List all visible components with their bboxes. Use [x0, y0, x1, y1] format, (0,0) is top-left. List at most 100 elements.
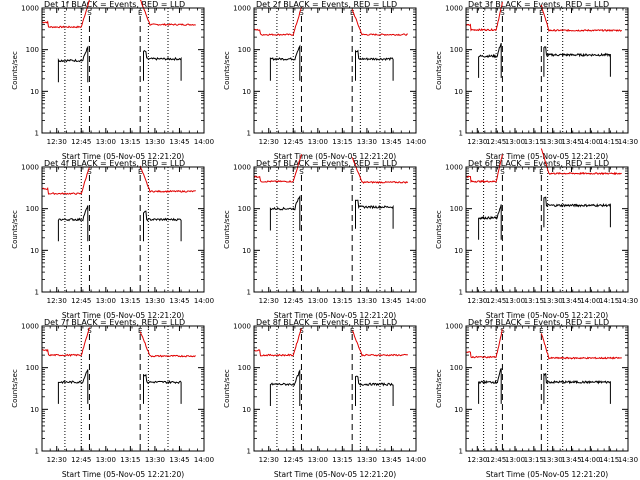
x-tick-label-13:30: 13:30: [145, 297, 165, 305]
chart-panel-1: Det 1f BLACK = Events, RED = LLD Start Ti…: [11, 0, 214, 161]
x-tick-label-12:30: 12:30: [467, 297, 487, 305]
chart-panel-7: Det 7f BLACK = Events, RED = LLD Start Ti…: [11, 318, 214, 479]
x-tick-label-13:00: 13:00: [308, 138, 328, 146]
series-segment-1: [57, 369, 89, 404]
plot-frame-7: [41, 325, 205, 452]
x-tick-label-14:30: 14:30: [618, 297, 638, 305]
y-tick-label-100: 100: [238, 364, 251, 372]
x-tick-label-13:15: 13:15: [524, 456, 544, 464]
x-tick-label-13:15: 13:15: [332, 138, 352, 146]
y-axis-label-2: Counts/sec: [223, 51, 231, 90]
red-lld-series-8: [253, 328, 409, 357]
y-tick-label-1: 1: [247, 289, 251, 297]
x-tick-label-12:30: 12:30: [259, 297, 279, 305]
x-tick-label-13:00: 13:00: [308, 297, 328, 305]
x-tick-label-13:15: 13:15: [524, 297, 544, 305]
x-tick-label-13:45: 13:45: [381, 297, 401, 305]
series-segment-1: [465, 2, 503, 32]
y-tick-label-1: 1: [35, 448, 39, 456]
chart-title-9: Det 9f BLACK = Events, RED = LLD: [468, 318, 609, 327]
black-events-series-2: [269, 44, 394, 81]
x-tick-label-13:15: 13:15: [120, 456, 140, 464]
x-tick-label-13:30: 13:30: [357, 456, 377, 464]
y-axis-label-5: Counts/sec: [223, 210, 231, 249]
series-segment-2: [540, 4, 623, 33]
y-tick-label-100: 100: [450, 205, 463, 213]
chart-title-4: Det 4f BLACK = Events, RED = LLD: [44, 159, 185, 168]
x-tick-label-12:45: 12:45: [486, 297, 506, 305]
plot-frame-1: [41, 7, 205, 134]
marker-label-S: S: [299, 9, 304, 17]
marker-label-E: E: [350, 168, 354, 176]
x-tick-label-12:45: 12:45: [486, 138, 506, 146]
x-tick-label-14:15: 14:15: [599, 297, 619, 305]
y-tick-label-10: 10: [242, 406, 251, 414]
series-segment-1: [269, 44, 301, 81]
x-tick-label-13:00: 13:00: [96, 456, 116, 464]
x-tick-label-13:30: 13:30: [543, 138, 563, 146]
marker-label-E: E: [539, 9, 543, 17]
x-tick-label-13:00: 13:00: [505, 456, 525, 464]
y-tick-label-1000: 1000: [445, 164, 463, 172]
y-tick-label-1: 1: [247, 448, 251, 456]
marker-label-S: S: [299, 168, 304, 176]
marker-label-S: S: [87, 327, 92, 335]
x-tick-label-13:30: 13:30: [357, 138, 377, 146]
chart-title-5: Det 5f BLACK = Events, RED = LLD: [256, 159, 397, 168]
y-tick-label-10: 10: [30, 406, 39, 414]
x-tick-label-12:45: 12:45: [71, 297, 91, 305]
y-tick-label-10: 10: [454, 88, 463, 96]
series-segment-1: [41, 0, 90, 29]
series-segment-1: [269, 368, 301, 406]
y-axis-label-8: Counts/sec: [223, 369, 231, 408]
red-lld-series-7: [42, 327, 196, 358]
plot-frame-4: [41, 166, 205, 293]
red-lld-series-1: [41, 0, 196, 29]
marker-label-E: E: [138, 168, 142, 176]
x-axis-label-3: Start Time (05-Nov-05 12:21:20): [486, 152, 608, 161]
y-axis-label-1: Counts/sec: [11, 51, 19, 90]
plot-frame-5: [253, 166, 417, 293]
y-axis-label-9: Counts/sec: [435, 369, 443, 408]
black-events-series-5: [269, 194, 394, 231]
x-tick-label-13:45: 13:45: [561, 138, 581, 146]
y-tick-label-100: 100: [238, 205, 251, 213]
y-tick-label-1000: 1000: [21, 164, 39, 172]
x-tick-label-13:15: 13:15: [524, 138, 544, 146]
y-tick-label-1000: 1000: [233, 5, 251, 13]
y-axis-label-7: Counts/sec: [11, 369, 19, 408]
x-tick-label-13:15: 13:15: [332, 456, 352, 464]
x-tick-label-12:45: 12:45: [71, 138, 91, 146]
x-tick-label-13:30: 13:30: [145, 138, 165, 146]
x-axis-label-6: Start Time (05-Nov-05 12:21:20): [486, 311, 608, 320]
x-tick-label-12:30: 12:30: [259, 456, 279, 464]
marker-label-E: E: [539, 168, 543, 176]
y-tick-label-1: 1: [247, 130, 251, 138]
x-tick-label-14:00: 14:00: [406, 456, 426, 464]
x-tick-label-14:00: 14:00: [406, 297, 426, 305]
x-tick-label-14:30: 14:30: [618, 138, 638, 146]
y-tick-label-1: 1: [35, 130, 39, 138]
x-tick-label-13:45: 13:45: [169, 297, 189, 305]
x-tick-label-12:30: 12:30: [259, 138, 279, 146]
series-segment-2: [143, 373, 182, 404]
plot-frame-8: [253, 325, 417, 452]
black-events-series-3: [478, 42, 611, 78]
x-tick-label-13:45: 13:45: [561, 456, 581, 464]
y-tick-label-100: 100: [450, 46, 463, 54]
y-tick-label-10: 10: [30, 247, 39, 255]
chart-title-8: Det 8f BLACK = Events, RED = LLD: [256, 318, 397, 327]
y-tick-label-100: 100: [26, 205, 39, 213]
red-lld-series-4: [41, 165, 196, 196]
series-segment-2: [351, 157, 409, 184]
series-segment-2: [543, 196, 611, 228]
x-axis-label-8: Start Time (05-Nov-05 12:21:20): [274, 470, 396, 479]
x-tick-label-13:15: 13:15: [332, 297, 352, 305]
x-axis-label-7: Start Time (05-Nov-05 12:21:20): [62, 470, 184, 479]
y-axis-label-6: Counts/sec: [435, 210, 443, 249]
series-segment-1: [42, 327, 90, 357]
y-tick-label-100: 100: [238, 46, 251, 54]
plot-frame-6: [465, 166, 629, 293]
